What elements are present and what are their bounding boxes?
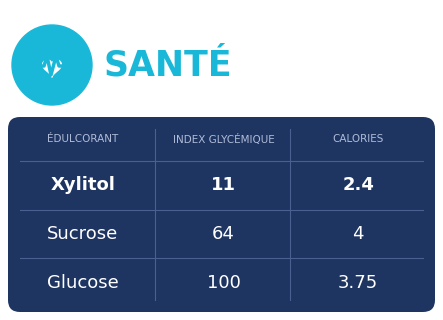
Text: Xylitol: Xylitol — [51, 176, 115, 194]
Text: Glucose: Glucose — [47, 274, 119, 292]
Text: 4: 4 — [352, 225, 364, 243]
Text: 11: 11 — [211, 176, 236, 194]
Text: Sucrose: Sucrose — [47, 225, 118, 243]
Text: 64: 64 — [212, 225, 235, 243]
Circle shape — [12, 25, 92, 105]
Text: 100: 100 — [207, 274, 241, 292]
Text: 2.4: 2.4 — [342, 176, 374, 194]
Polygon shape — [43, 60, 62, 77]
Text: INDEX GLYCÉMIQUE: INDEX GLYCÉMIQUE — [173, 133, 275, 145]
Text: ÉDULCORANT: ÉDULCORANT — [47, 134, 118, 144]
Text: CALORIES: CALORIES — [332, 134, 384, 144]
Text: SANTÉ: SANTÉ — [104, 49, 233, 83]
Text: 3.75: 3.75 — [338, 274, 378, 292]
FancyBboxPatch shape — [8, 117, 435, 312]
